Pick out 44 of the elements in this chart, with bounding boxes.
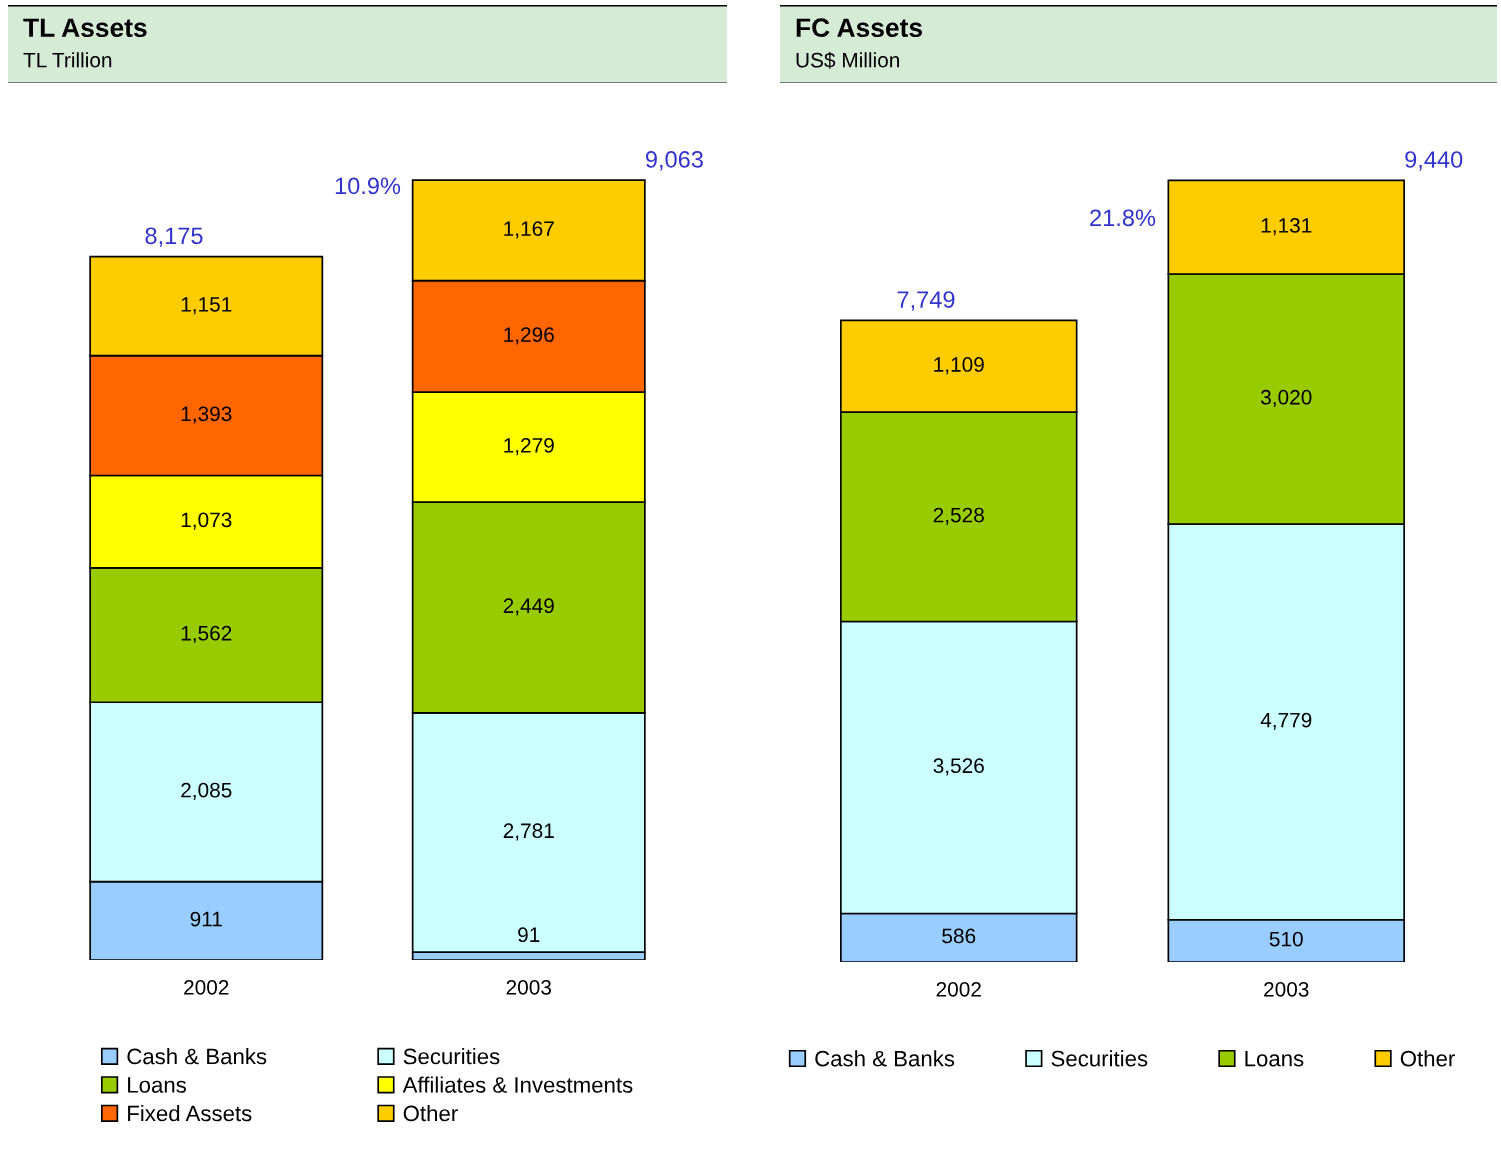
annotation: 10.9% [335,177,401,195]
data-label: 1,296 [504,327,554,345]
data-label: 510 [1269,931,1303,947]
total-label: 9,063 [645,151,703,171]
data-label: 1,109 [934,357,984,375]
chart-subtitle: TL Trillion [23,52,112,68]
data-label: 586 [942,928,976,944]
data-label: 1,279 [504,437,554,456]
data-label: 2,449 [503,598,554,616]
total-label: 7,749 [897,291,955,311]
x-tick-label: 2003 [1264,981,1309,997]
data-label: 1,393 [181,406,232,424]
data-label: 1,131 [1261,218,1312,236]
legend-label: Securities [403,1048,500,1065]
data-label: 911 [190,911,222,927]
legend-label: Affiliates & Investments [402,1076,633,1093]
legend-label: Other [1400,1050,1455,1067]
data-label: 1,167 [504,221,554,239]
data-label: 2,085 [181,782,232,800]
total-label: 9,440 [1405,151,1463,171]
x-tick-label: 2003 [506,979,552,995]
data-label: 3,526 [933,758,984,776]
legend-label: Fixed Assets [128,1104,252,1122]
chart-title: FC Assets [796,18,922,38]
data-label: 1,151 [181,297,232,315]
chart-title: TL Assets [23,18,147,38]
data-label: 3,020 [1260,389,1312,408]
legend-label: Cash & Banks [127,1048,267,1065]
data-label: 4,779 [1260,712,1312,730]
legend-label: Loans [1245,1050,1304,1067]
annotation: 21.8% [1090,209,1156,227]
chart-subtitle: US$ Million [796,51,899,69]
data-label: 1,562 [181,625,232,644]
legend-label: Securities [1051,1050,1148,1067]
x-tick-label: 2002 [936,981,981,997]
total-label: 8,175 [145,227,203,247]
data-label: 2,528 [933,507,984,525]
legend-label: Cash & Banks [815,1050,955,1067]
legend-label: Other [403,1104,458,1122]
legend-label: Loans [128,1077,187,1093]
data-label: 1,073 [181,512,232,530]
data-label: 2,781 [503,823,554,841]
data-label: 91 [518,927,540,943]
x-tick-label: 2002 [184,979,229,995]
